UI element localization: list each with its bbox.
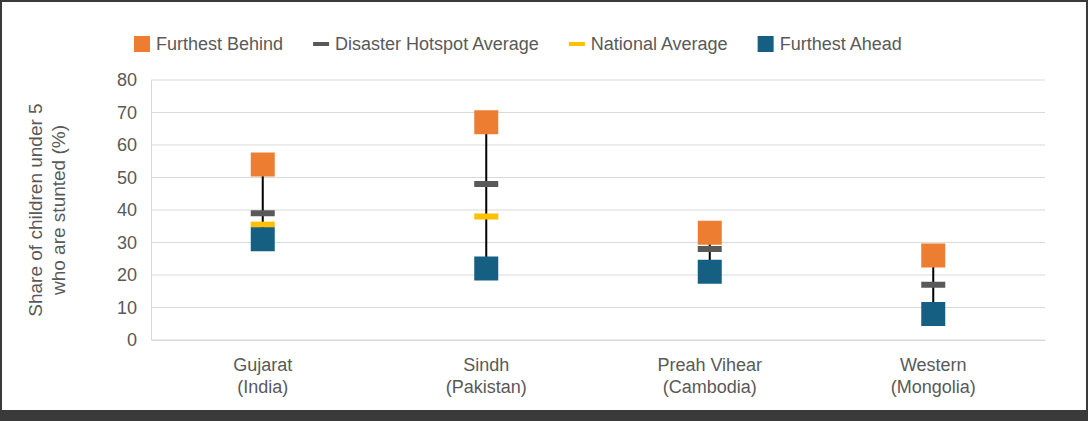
tick-label: Western(Mongolia) — [891, 355, 976, 398]
series — [251, 181, 946, 288]
legend-label: National Average — [591, 34, 728, 54]
axis-title-line: Share of children under 5 — [25, 103, 46, 316]
tick: 60 — [117, 135, 151, 155]
tick-label-line: Western — [900, 355, 967, 375]
grid-line — [151, 275, 1045, 276]
point — [251, 227, 275, 251]
legend-item: Furthest Ahead — [758, 34, 902, 54]
grid-line — [151, 177, 1045, 178]
legend-swatch — [758, 36, 774, 52]
point — [474, 214, 498, 220]
series — [251, 227, 946, 326]
tick: 10 — [117, 298, 151, 318]
tick-label-line: Gujarat — [233, 355, 292, 375]
tick-label-line: (India) — [237, 377, 288, 397]
grid-line — [151, 80, 1045, 81]
point — [251, 210, 275, 216]
tick-label-line: (Cambodia) — [663, 377, 757, 397]
grid-line — [151, 242, 1045, 243]
range-line — [485, 122, 487, 268]
marks — [251, 110, 946, 326]
tick-label: 70 — [117, 103, 137, 123]
point — [698, 260, 722, 284]
tick-label: 50 — [117, 168, 137, 188]
tick: 50 — [117, 168, 151, 188]
tick-label: 30 — [117, 233, 137, 253]
series — [251, 110, 946, 267]
legend: Furthest Behind Disaster Hotspot Average N… — [134, 34, 902, 54]
grid-line — [151, 307, 1045, 308]
tick-label: 80 — [117, 70, 137, 90]
tick-label-line: (Pakistan) — [446, 377, 527, 397]
tick: Sindh(Pakistan) — [446, 340, 527, 397]
tick: 20 — [117, 265, 151, 285]
legend-label: Furthest Ahead — [780, 34, 902, 54]
axis-line — [151, 81, 152, 341]
tick: 70 — [117, 103, 151, 123]
tick-label: 60 — [117, 135, 137, 155]
background — [2, 2, 1086, 410]
point — [474, 181, 498, 187]
tick-label: 10 — [117, 298, 137, 318]
tick-label: 20 — [117, 265, 137, 285]
point — [921, 302, 945, 326]
point — [251, 153, 275, 177]
legend-item: Furthest Behind — [134, 34, 283, 54]
tick: Gujarat(India) — [233, 340, 292, 397]
tick: Western(Mongolia) — [891, 340, 976, 397]
grid-line — [151, 340, 1045, 341]
grid-line — [151, 112, 1045, 113]
legend-item: National Average — [569, 34, 728, 54]
axis-title: Share of children under 5who are stunted… — [25, 103, 69, 316]
legend-swatch — [134, 36, 150, 52]
tick-label-line: Preah Vihear — [657, 355, 762, 375]
tick: 80 — [117, 70, 151, 90]
grid — [151, 80, 1045, 340]
axis-line — [152, 340, 1046, 341]
tick-label: Sindh(Pakistan) — [446, 355, 527, 398]
tick-label: 0 — [127, 330, 137, 350]
tick-label: 40 — [117, 200, 137, 220]
tick: 30 — [117, 233, 151, 253]
legend-label: Furthest Behind — [156, 34, 283, 54]
tick-label: Preah Vihear(Cambodia) — [657, 355, 762, 398]
chart: 0 10 20 30 40 50 60 70 80 Gujarat(India) Sindh(Pak… — [0, 0, 1088, 421]
point — [921, 244, 945, 268]
legend-swatch — [569, 42, 585, 46]
point — [474, 257, 498, 281]
tick-label: Gujarat(India) — [233, 355, 292, 398]
point — [698, 221, 722, 245]
point — [251, 222, 275, 228]
point — [921, 282, 945, 288]
plot: 0 10 20 30 40 50 60 70 80 Gujarat(India) Sindh(Pak… — [117, 70, 1046, 397]
grid-line — [151, 210, 1045, 211]
tick-label-line: Sindh — [463, 355, 509, 375]
legend-label: Disaster Hotspot Average — [335, 34, 539, 54]
y-axis: 0 10 20 30 40 50 60 70 80 — [117, 70, 152, 350]
tick: Preah Vihear(Cambodia) — [657, 340, 762, 397]
point — [698, 246, 722, 252]
tick: 40 — [117, 200, 151, 220]
tick: 0 — [127, 330, 151, 350]
legend-swatch — [313, 42, 329, 46]
grid-line — [151, 145, 1045, 146]
axis-title-line: who are stunted (%) — [48, 125, 69, 296]
point — [474, 110, 498, 134]
x-axis: Gujarat(India) Sindh(Pakistan) Preah Vihea… — [152, 340, 1046, 397]
tick-label-line: (Mongolia) — [891, 377, 976, 397]
series — [251, 214, 499, 228]
legend-item: Disaster Hotspot Average — [313, 34, 539, 54]
